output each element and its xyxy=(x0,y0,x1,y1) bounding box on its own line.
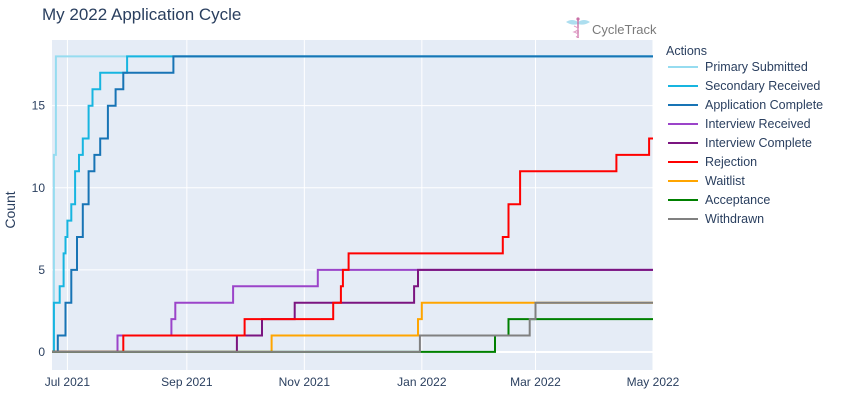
y-axis-label: Count xyxy=(2,191,18,228)
legend-label: Rejection xyxy=(705,155,757,169)
series-line-waitlist xyxy=(52,301,653,353)
legend-item-rejection[interactable]: Rejection xyxy=(668,155,757,169)
legend: Actions Primary Submitted Secondary Recei… xyxy=(666,44,823,226)
series-line-interview-received xyxy=(52,268,653,353)
chart-title: My 2022 Application Cycle xyxy=(42,5,241,24)
series-line-interview-complete xyxy=(52,268,653,353)
x-tick-labels: Jul 2021 Sep 2021 Nov 2021 Jan 2022 Mar 2022… xyxy=(45,375,680,389)
series-line-application-complete xyxy=(52,55,653,353)
plot-area xyxy=(52,40,653,370)
legend-label: Primary Submitted xyxy=(705,60,808,74)
legend-label: Interview Received xyxy=(705,117,811,131)
x-tick-label: May 2022 xyxy=(627,375,680,389)
y-tick-label: 5 xyxy=(38,263,45,277)
x-tick-label: Jan 2022 xyxy=(397,375,447,389)
series-line-rejection xyxy=(52,137,653,353)
cycletrack-logo: CycleTrack xyxy=(566,17,657,38)
y-tick-label: 0 xyxy=(38,345,45,359)
x-tick-label: Sep 2021 xyxy=(161,375,213,389)
legend-label: Withdrawn xyxy=(705,212,764,226)
x-tick-label: Nov 2021 xyxy=(279,375,331,389)
logo-text: CycleTrack xyxy=(592,22,657,37)
legend-item-primary-submitted[interactable]: Primary Submitted xyxy=(668,60,808,74)
series-lines xyxy=(52,55,653,353)
x-gridlines xyxy=(66,40,654,370)
legend-item-application-complete[interactable]: Application Complete xyxy=(668,98,823,112)
series-line-secondary-received xyxy=(52,55,653,353)
legend-label: Acceptance xyxy=(705,193,770,207)
legend-label: Secondary Received xyxy=(705,79,820,93)
legend-item-interview-complete[interactable]: Interview Complete xyxy=(668,136,812,150)
series-line-withdrawn xyxy=(52,301,653,353)
legend-title: Actions xyxy=(666,44,707,58)
x-tick-label: Jul 2021 xyxy=(45,375,91,389)
legend-label: Application Complete xyxy=(705,98,823,112)
y-tick-label: 10 xyxy=(32,181,46,195)
y-tick-label: 15 xyxy=(32,99,46,113)
y-tick-labels: 0 5 10 15 xyxy=(32,99,46,359)
legend-item-interview-received[interactable]: Interview Received xyxy=(668,117,811,131)
legend-item-waitlist[interactable]: Waitlist xyxy=(668,174,745,188)
caduceus-icon xyxy=(566,17,590,38)
legend-item-acceptance[interactable]: Acceptance xyxy=(668,193,770,207)
x-tick-label: Mar 2022 xyxy=(510,375,561,389)
legend-label: Interview Complete xyxy=(705,136,812,150)
legend-item-withdrawn[interactable]: Withdrawn xyxy=(668,212,764,226)
legend-item-secondary-received[interactable]: Secondary Received xyxy=(668,79,820,93)
legend-label: Waitlist xyxy=(705,174,745,188)
